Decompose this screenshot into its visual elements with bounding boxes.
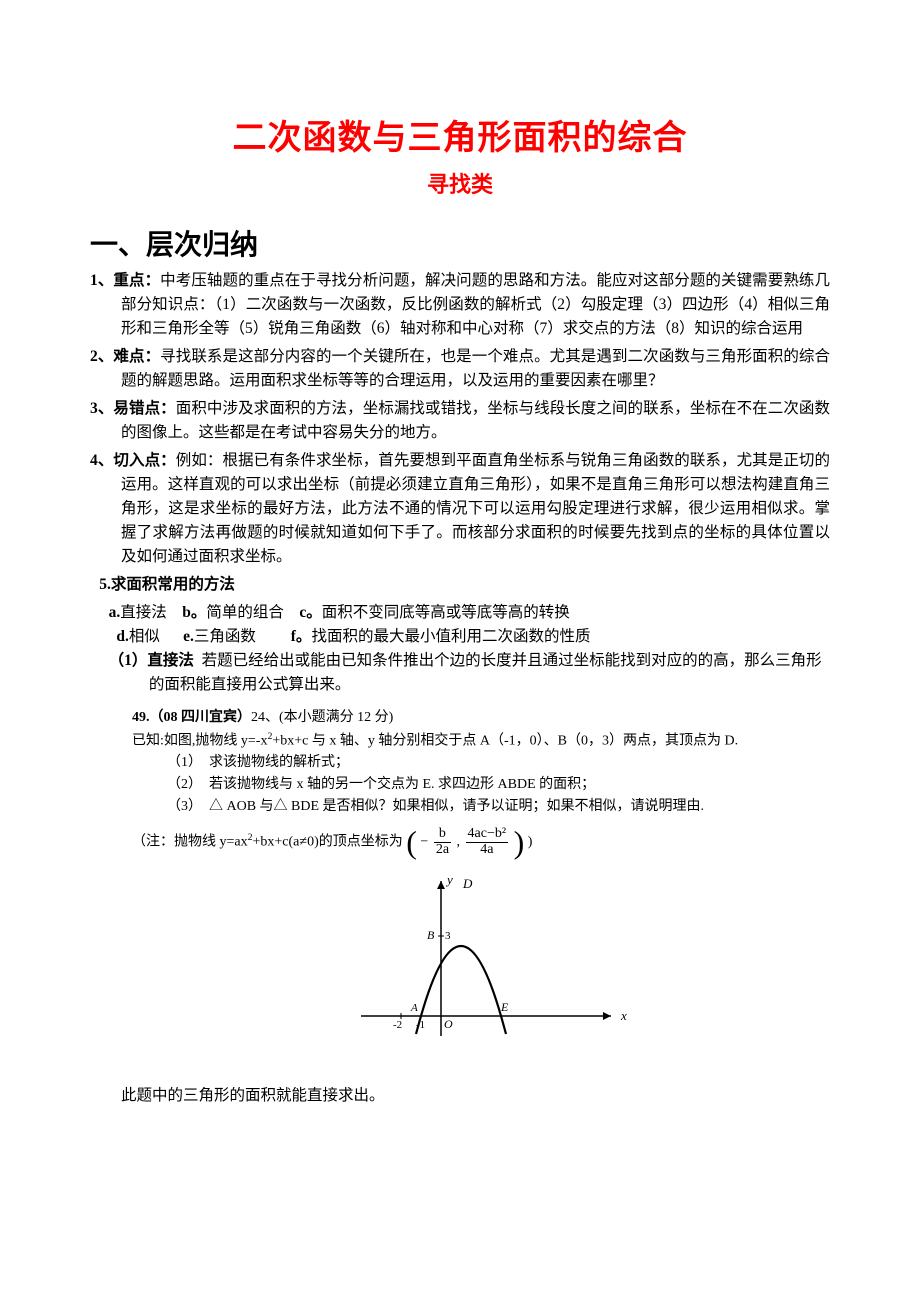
label-D: D [462,876,473,891]
tick-A: -1 [416,1019,425,1031]
method-key: c。 [299,604,321,621]
item-num: 1、 [90,272,113,289]
item-label: 易错点： [113,400,175,417]
x-den: 2a [434,843,451,858]
method-direct-desc: （1）直接法 若题已经给出或能由已知条件推出个边的长度并且通过坐标能找到对应的的… [109,649,830,697]
methods-line-2: d.相似 e.三角函数 f。找面积的最大最小值利用二次函数的性质 [90,625,830,649]
value-B: 3 [445,930,451,942]
main-title: 二次函数与三角形面积的综合 [90,110,830,159]
parabola-svg: x y D B 3 A -1 -2 E O [331,866,631,1056]
x-axis-label: x [620,1008,627,1023]
method-key: d. [116,628,129,645]
item-num: 4、 [90,452,113,469]
label-E: E [500,1000,509,1014]
problem-number: 49. [132,710,150,725]
problem-q3: （3） △ AOB 与△ BDE 是否相似？如果相似，请予以证明；如果不相似，请… [132,796,830,818]
y-axis-label: y [445,872,453,887]
label-B: B [427,928,435,942]
label-A: A [410,1002,418,1014]
method-desc-text: 若题已经给出或能由已知条件推出个边的长度并且通过坐标能找到对应的的高，那么三角形… [149,652,822,693]
method-key: e. [183,628,194,645]
item-3: 3、易错点：面积中涉及求面积的方法，坐标漏找或错找，坐标与线段长度之间的联系，坐… [90,397,830,445]
problem-given: 已知:如图,抛物线 y=-x2+bx+c 与 x 轴、y 轴分别相交于点 A（-… [132,729,830,752]
method-val: 面积不变同底等高或等底等高的转换 [322,604,570,621]
item-num: 3、 [90,400,113,417]
problem-q1: （1） 求该抛物线的解析式； [132,752,830,774]
x-num: b [434,827,451,843]
closing-line: 此题中的三角形的面积就能直接求出。 [90,1083,830,1105]
method-desc-label: 直接法 [147,652,194,669]
problem-source: （08 四川宜宾） [150,710,252,725]
label-O: O [444,1017,453,1031]
x-sign: − [420,835,428,850]
subtitle: 寻找类 [90,167,830,199]
item-1: 1、重点：中考压轴题的重点在于寻找分析问题，解决问题的思路和方法。能应对这部分题… [90,269,830,341]
item-text: 中考压轴题的重点在于寻找分析问题，解决问题的思路和方法。能应对这部分题的关键需要… [121,272,830,337]
y-den: 4a [466,843,509,858]
note-prefix: （注：抛物线 y=ax [132,835,248,850]
problem-note: （注：抛物线 y=ax2+bx+c(a≠0)的顶点坐标为 ( − b 2a , … [132,827,830,857]
problem-header: 49.（08 四川宜宾）24、(本小题满分 12 分) [132,707,830,729]
item-2: 2、难点：寻找联系是这部分内容的一个关键所在，也是一个难点。尤其是遇到二次函数与… [90,345,830,393]
method-val: 直接法 [120,604,167,621]
methods-line-1: a.直接法 b。简单的组合 c。面积不变同底等高或等底等高的转换 [90,601,830,625]
tick-neg2: -2 [393,1019,402,1031]
problem-q2: （2） 若该抛物线与 x 轴的另一个交点为 E. 求四边形 ABDE 的面积； [132,774,830,796]
problem-49: 49.（08 四川宜宾）24、(本小题满分 12 分) 已知:如图,抛物线 y=… [132,707,830,1063]
problem-score: (本小题满分 12 分) [279,710,393,725]
item-text: 寻找联系是这部分内容的一个关键所在，也是一个难点。尤其是遇到二次函数与三角形面积… [121,348,830,389]
item-label: 切入点： [113,452,175,469]
given-prefix: 已知:如图,抛物线 y=-x [132,734,267,749]
vertex-formula: ( − b 2a , 4ac−b² 4a ) [406,827,524,857]
note-mid: +bx+c(a≠0)的顶点坐标为 [253,835,403,850]
method-desc-num: （1） [109,652,148,669]
item-num: 2、 [90,348,113,365]
method-val: 找面积的最大最小值利用二次函数的性质 [311,628,590,645]
method-val: 相似 [129,628,160,645]
method-key: a. [109,604,121,621]
method-key: b。 [182,604,206,621]
section-heading: 一、层次归纳 [90,223,830,263]
item-text: 面积中涉及求面积的方法，坐标漏找或错找，坐标与线段长度之间的联系，坐标在不在二次… [121,400,830,441]
given-mid: +bx+c 与 x 轴、y 轴分别相交于点 A（-1，0）、B（0，3）两点，其… [272,734,738,749]
parabola-figure: x y D B 3 A -1 -2 E O [132,866,830,1064]
method-key: f。 [291,628,312,645]
methods-heading-text: 5.求面积常用的方法 [99,576,235,593]
item-label: 难点： [113,348,160,365]
method-val: 简单的组合 [206,604,284,621]
y-num: 4ac−b² [466,827,509,843]
methods-heading: 5.求面积常用的方法 [90,573,830,597]
item-label: 重点： [113,272,160,289]
problem-qnum: 24、 [251,710,279,725]
item-text: 例如：根据已有条件求坐标，首先要想到平面直角坐标系与锐角三角函数的联系，尤其是正… [121,452,830,565]
method-val: 三角函数 [194,628,256,645]
item-4: 4、切入点：例如：根据已有条件求坐标，首先要想到平面直角坐标系与锐角三角函数的联… [90,449,830,569]
document-page: 二次函数与三角形面积的综合 寻找类 一、层次归纳 1、重点：中考压轴题的重点在于… [0,0,920,1302]
